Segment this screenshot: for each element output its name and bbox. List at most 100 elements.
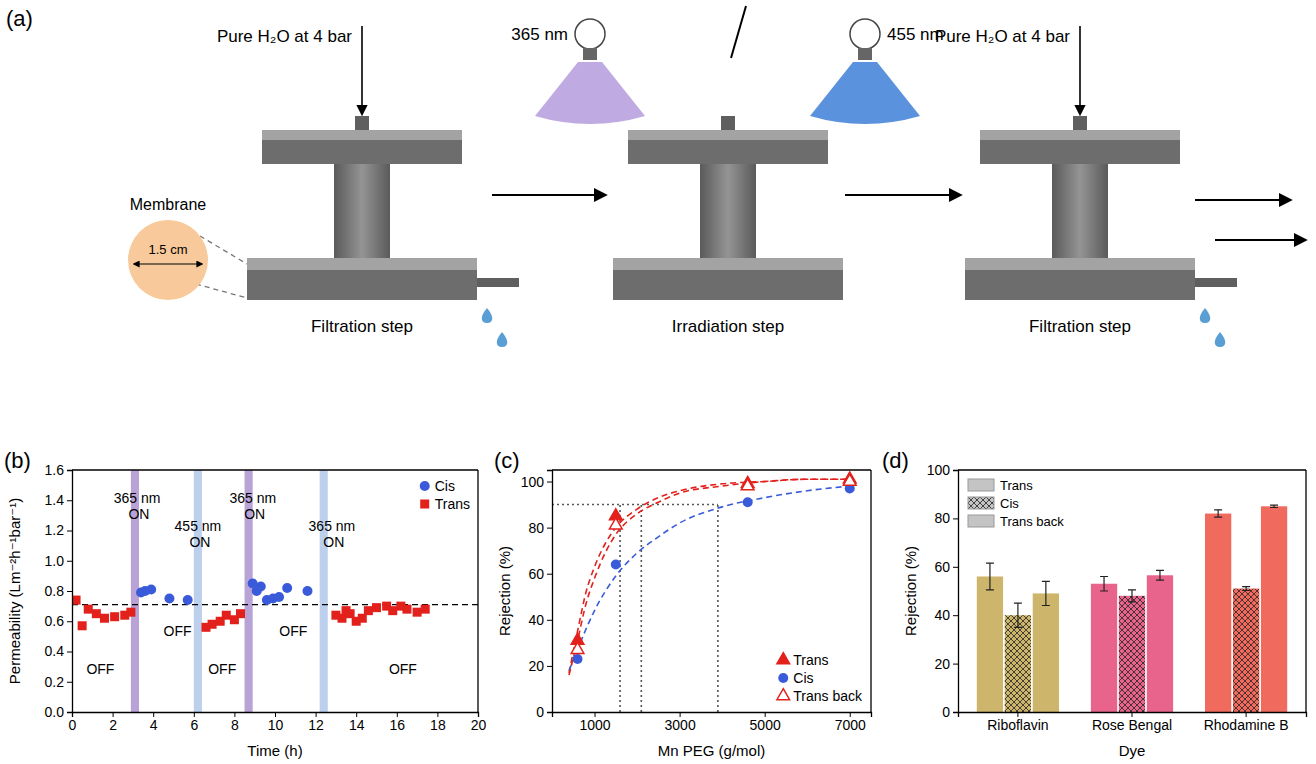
- point: [100, 614, 109, 623]
- error-bar: [986, 563, 994, 590]
- legend-label: Trans: [793, 652, 828, 668]
- point: [743, 497, 753, 507]
- guide-line: [717, 505, 719, 712]
- frame: [72, 469, 478, 470]
- droplet: [482, 308, 493, 323]
- bulb-base: [858, 48, 872, 60]
- tick-mark: [547, 620, 552, 621]
- y-axis: 0.00.20.40.60.81.01.21.41.6: [45, 462, 73, 720]
- tick-label: 80: [528, 520, 544, 536]
- legend-swatch: [968, 479, 994, 491]
- point: [84, 605, 93, 614]
- legend: TransCisTrans back: [968, 478, 1064, 529]
- legend-marker: [778, 673, 788, 683]
- leader-line: [196, 284, 247, 298]
- arrow: [361, 26, 363, 114]
- tick-label: 12: [308, 717, 324, 733]
- point: [164, 594, 174, 604]
- axis-line: [67, 471, 73, 713]
- tick-label: 7000: [835, 717, 866, 733]
- tick-mark: [67, 712, 72, 713]
- point: [573, 654, 583, 664]
- tick-label: 20: [528, 658, 544, 674]
- panel-label: (a): [6, 6, 33, 31]
- point: [222, 611, 231, 620]
- tick-mark: [547, 666, 552, 667]
- tick: 0.8: [45, 583, 72, 599]
- point: [256, 581, 266, 591]
- x-axis: 1000300050007000: [553, 712, 872, 733]
- tick-mark: [67, 652, 72, 653]
- axis-line: [547, 471, 553, 713]
- error-bar: [1156, 570, 1164, 580]
- point: [372, 603, 381, 612]
- tick: 18: [430, 712, 446, 733]
- bar: [1119, 596, 1145, 712]
- point: [146, 584, 156, 594]
- band: [194, 470, 202, 712]
- legend-label: Cis: [1000, 496, 1019, 511]
- annotation: OFF: [86, 661, 114, 677]
- frame: [958, 469, 1306, 470]
- base-top: [965, 258, 1195, 270]
- point: [208, 620, 217, 629]
- point: [302, 586, 312, 596]
- plot-area: [72, 470, 478, 712]
- tick-label: 5000: [750, 717, 781, 733]
- axis-line: [953, 471, 959, 713]
- tick-label: 60: [528, 566, 544, 582]
- tick-label: 1.0: [45, 553, 65, 569]
- outlet-tube: [477, 278, 519, 287]
- tick: 20: [528, 658, 552, 674]
- tick-mark: [547, 574, 552, 575]
- inlet-label: Pure H₂O at 4 bar: [217, 27, 352, 46]
- filtration-cell: [965, 116, 1237, 300]
- tick-label: 1.2: [45, 522, 65, 538]
- band: [320, 470, 328, 712]
- guide-line: [619, 505, 621, 712]
- chart-panel: (c)TransCisTrans back1000300050007000020…: [494, 448, 872, 759]
- tick-mark: [67, 561, 72, 562]
- tick: 40: [528, 612, 552, 628]
- frame: [1305, 470, 1306, 712]
- tick-label: 2: [109, 717, 117, 733]
- cell-column: [334, 164, 390, 258]
- tick-label: 0.4: [45, 643, 65, 659]
- arrow: [845, 194, 960, 196]
- panel-label: (b): [4, 448, 31, 473]
- tick-mark: [67, 531, 72, 532]
- filtration-cell: [613, 116, 843, 300]
- x-axis: 02468101214161820: [69, 712, 487, 733]
- bar: [1233, 589, 1259, 712]
- plot-area: [977, 505, 1287, 712]
- tick-mark: [547, 528, 552, 529]
- fit-line: [569, 486, 850, 670]
- guide-line: [552, 504, 718, 506]
- base-side: [613, 270, 843, 300]
- tick-label: 14: [349, 717, 365, 733]
- legend-marker: [420, 500, 429, 509]
- tick-mark: [67, 470, 72, 471]
- legend-label: Trans: [435, 496, 470, 512]
- light-cone: [810, 62, 920, 124]
- arrow: [1195, 199, 1290, 201]
- tick: 0.0: [45, 704, 72, 720]
- divider: [731, 6, 746, 58]
- bar: [1033, 593, 1059, 712]
- bar: [1091, 584, 1117, 712]
- diagram-panel: (a)Filtration stepPure H₂O at 4 barIrrad…: [6, 6, 1305, 347]
- tick-mark: [547, 482, 552, 483]
- cap-side: [262, 140, 462, 164]
- point: [78, 621, 87, 630]
- tick: 0.6: [45, 613, 72, 629]
- tick-label: Rhodamine B: [1204, 717, 1289, 733]
- tick: 7000: [835, 712, 866, 733]
- point: [421, 605, 430, 614]
- membrane-size: 1.5 cm: [148, 242, 187, 257]
- annotation: OFF: [208, 661, 236, 677]
- tick: 20: [471, 712, 487, 733]
- bulb: [575, 19, 605, 49]
- tick: 100: [927, 462, 958, 478]
- legend-swatch: [968, 497, 994, 509]
- inlet-label: Pure H₂O at 4 bar: [935, 27, 1070, 46]
